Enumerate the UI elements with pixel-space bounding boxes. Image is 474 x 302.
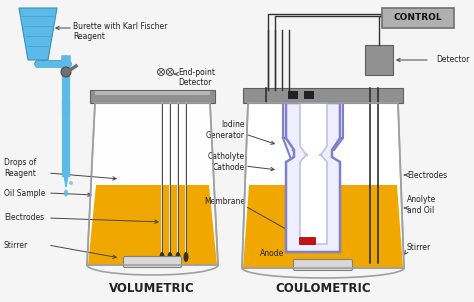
FancyBboxPatch shape xyxy=(124,256,182,268)
Ellipse shape xyxy=(167,252,173,262)
Polygon shape xyxy=(64,112,68,124)
FancyBboxPatch shape xyxy=(304,91,314,99)
Circle shape xyxy=(69,181,73,185)
Ellipse shape xyxy=(64,189,68,197)
Polygon shape xyxy=(64,175,68,187)
FancyBboxPatch shape xyxy=(300,237,316,245)
Circle shape xyxy=(61,67,71,77)
PathPatch shape xyxy=(300,103,327,244)
Text: Catholyte
Cathode: Catholyte Cathode xyxy=(208,152,245,172)
Polygon shape xyxy=(90,90,215,103)
Text: CONTROL: CONTROL xyxy=(394,14,442,23)
Polygon shape xyxy=(19,8,57,60)
Polygon shape xyxy=(87,103,218,265)
FancyBboxPatch shape xyxy=(293,259,353,271)
Ellipse shape xyxy=(175,252,181,262)
Ellipse shape xyxy=(183,252,189,262)
Polygon shape xyxy=(283,138,343,162)
Text: Stirrer: Stirrer xyxy=(4,240,28,249)
Text: Anolyte
and Oil: Anolyte and Oil xyxy=(407,195,436,215)
FancyBboxPatch shape xyxy=(382,8,454,28)
Polygon shape xyxy=(243,185,403,268)
Text: Membrane: Membrane xyxy=(204,198,245,207)
Text: Iodine
Generator: Iodine Generator xyxy=(206,120,245,140)
Text: Oil Sample: Oil Sample xyxy=(4,188,46,198)
Polygon shape xyxy=(88,185,217,265)
Polygon shape xyxy=(283,103,343,138)
Text: Drops of
Reagent: Drops of Reagent xyxy=(4,158,36,178)
PathPatch shape xyxy=(286,103,340,252)
Text: Detector: Detector xyxy=(437,56,470,65)
Text: Electrodes: Electrodes xyxy=(407,171,447,179)
FancyBboxPatch shape xyxy=(365,45,393,75)
Text: Anode: Anode xyxy=(260,249,284,258)
Text: Electrodes: Electrodes xyxy=(4,214,44,223)
Polygon shape xyxy=(95,91,210,95)
Text: Stirrer: Stirrer xyxy=(407,243,431,252)
Ellipse shape xyxy=(159,252,164,262)
Text: VOLUMETRIC: VOLUMETRIC xyxy=(109,281,195,294)
Text: Burette with Karl Fischer
Reagent: Burette with Karl Fischer Reagent xyxy=(73,22,167,41)
Polygon shape xyxy=(243,88,403,103)
Text: End-point
Detector: End-point Detector xyxy=(178,68,215,87)
FancyBboxPatch shape xyxy=(288,91,298,99)
Polygon shape xyxy=(242,103,404,268)
Text: COULOMETRIC: COULOMETRIC xyxy=(275,281,371,294)
